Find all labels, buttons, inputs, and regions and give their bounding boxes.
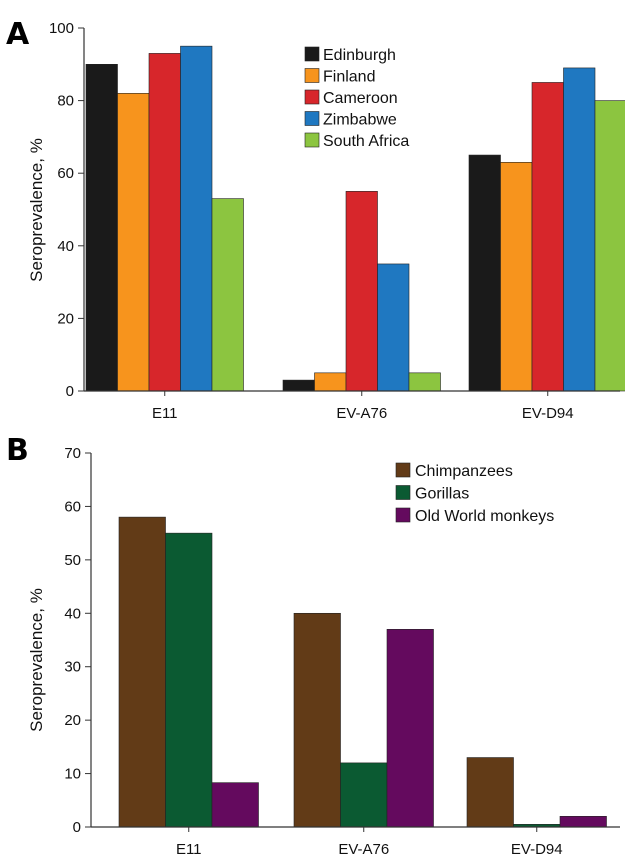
bars-a [85, 45, 625, 392]
legend-label: Old World monkeys [415, 508, 554, 525]
chart-a: A Seroprevalence, % 0 20 40 60 80 100 E11 EV-A… [6, 17, 625, 422]
bar-zimbabwe-ev-d94 [563, 67, 596, 392]
legend-swatch [304, 89, 320, 105]
y-tick-label: 70 [64, 445, 81, 462]
bar-chimpanzees-ev-d94 [466, 757, 514, 828]
y-tick-label: 20 [64, 712, 81, 729]
bar-cameroon-ev-d94 [531, 82, 564, 392]
y-tick-label: 0 [66, 383, 74, 400]
bar-gorillas-ev-a76 [340, 762, 388, 828]
legend-swatch [395, 462, 411, 478]
y-tick-label: 40 [64, 605, 81, 622]
bar-cameroon-e11 [148, 53, 181, 392]
y-ticks-b: 0 10 20 30 40 50 60 70 [64, 445, 91, 836]
x-ticks-a: E11 EV-A76 EV-D94 [152, 391, 574, 422]
y-tick-label: 10 [64, 766, 81, 783]
bar-finland-ev-d94 [500, 162, 533, 392]
legend-swatch [304, 68, 320, 83]
y-tick-label: 60 [57, 165, 74, 182]
y-tick-label: 20 [57, 310, 74, 327]
bar-finland-ev-a76 [314, 372, 347, 392]
bars-b [118, 516, 607, 828]
x-tick-label: E11 [176, 841, 202, 858]
y-ticks-a: 0 20 40 60 80 100 [49, 20, 84, 400]
bar-old-world-monkeys-e11 [211, 782, 259, 828]
bar-cameroon-ev-a76 [345, 191, 378, 392]
legend-b: Chimpanzees Gorillas Old World monkeys [395, 462, 554, 525]
legend-label: Edinburgh [323, 47, 396, 64]
axes-b [90, 453, 620, 828]
legend-label: Finland [323, 69, 375, 86]
x-tick-label: EV-D94 [522, 405, 574, 422]
x-tick-label: E11 [152, 405, 178, 422]
bar-edinburgh-ev-d94 [468, 154, 501, 392]
bar-zimbabwe-e11 [180, 45, 213, 392]
bar-finland-e11 [117, 93, 150, 392]
bar-south-africa-ev-a76 [408, 372, 441, 392]
bar-chimpanzees-e11 [118, 516, 166, 828]
bar-old-world-monkeys-ev-d94 [559, 816, 607, 828]
y-tick-label: 60 [64, 498, 81, 515]
bar-edinburgh-ev-a76 [282, 379, 315, 392]
y-axis-label-a: Seroprevalence, % [27, 138, 46, 282]
bar-zimbabwe-ev-a76 [377, 263, 410, 392]
x-ticks-b: E11 EV-A76 EV-D94 [176, 827, 563, 858]
bar-gorillas-e11 [165, 532, 213, 828]
legend-label: Chimpanzees [415, 463, 513, 480]
legend-swatch [395, 485, 411, 500]
bar-south-africa-e11 [211, 198, 244, 392]
y-tick-label: 0 [73, 819, 81, 836]
panel-label-b: B [6, 433, 29, 468]
legend-swatch [304, 132, 320, 148]
legend-a: Edinburgh Finland Cameroon Zimbabwe South Af… [304, 46, 409, 150]
axes-a [83, 28, 620, 392]
legend-label: Gorillas [415, 486, 469, 503]
bar-old-world-monkeys-ev-a76 [386, 629, 434, 828]
y-tick-label: 80 [57, 93, 74, 110]
bar-chimpanzees-ev-a76 [293, 612, 341, 828]
x-tick-label: EV-A76 [336, 405, 387, 422]
legend-label: Cameroon [323, 90, 398, 107]
x-tick-label: EV-D94 [511, 841, 563, 858]
legend-swatch [304, 111, 320, 126]
legend-label: Zimbabwe [323, 112, 397, 129]
y-tick-label: 40 [57, 238, 74, 255]
bar-edinburgh-e11 [85, 64, 118, 392]
x-tick-label: EV-A76 [338, 841, 389, 858]
panel-label-a: A [6, 17, 30, 52]
y-tick-label: 30 [64, 659, 81, 676]
bar-south-africa-ev-d94 [594, 100, 625, 392]
y-tick-label: 100 [49, 20, 74, 37]
legend-swatch [395, 507, 411, 523]
y-axis-label-b: Seroprevalence, % [27, 588, 46, 732]
legend-label: South Africa [323, 133, 409, 150]
legend-swatch [304, 46, 320, 62]
y-tick-label: 50 [64, 552, 81, 569]
